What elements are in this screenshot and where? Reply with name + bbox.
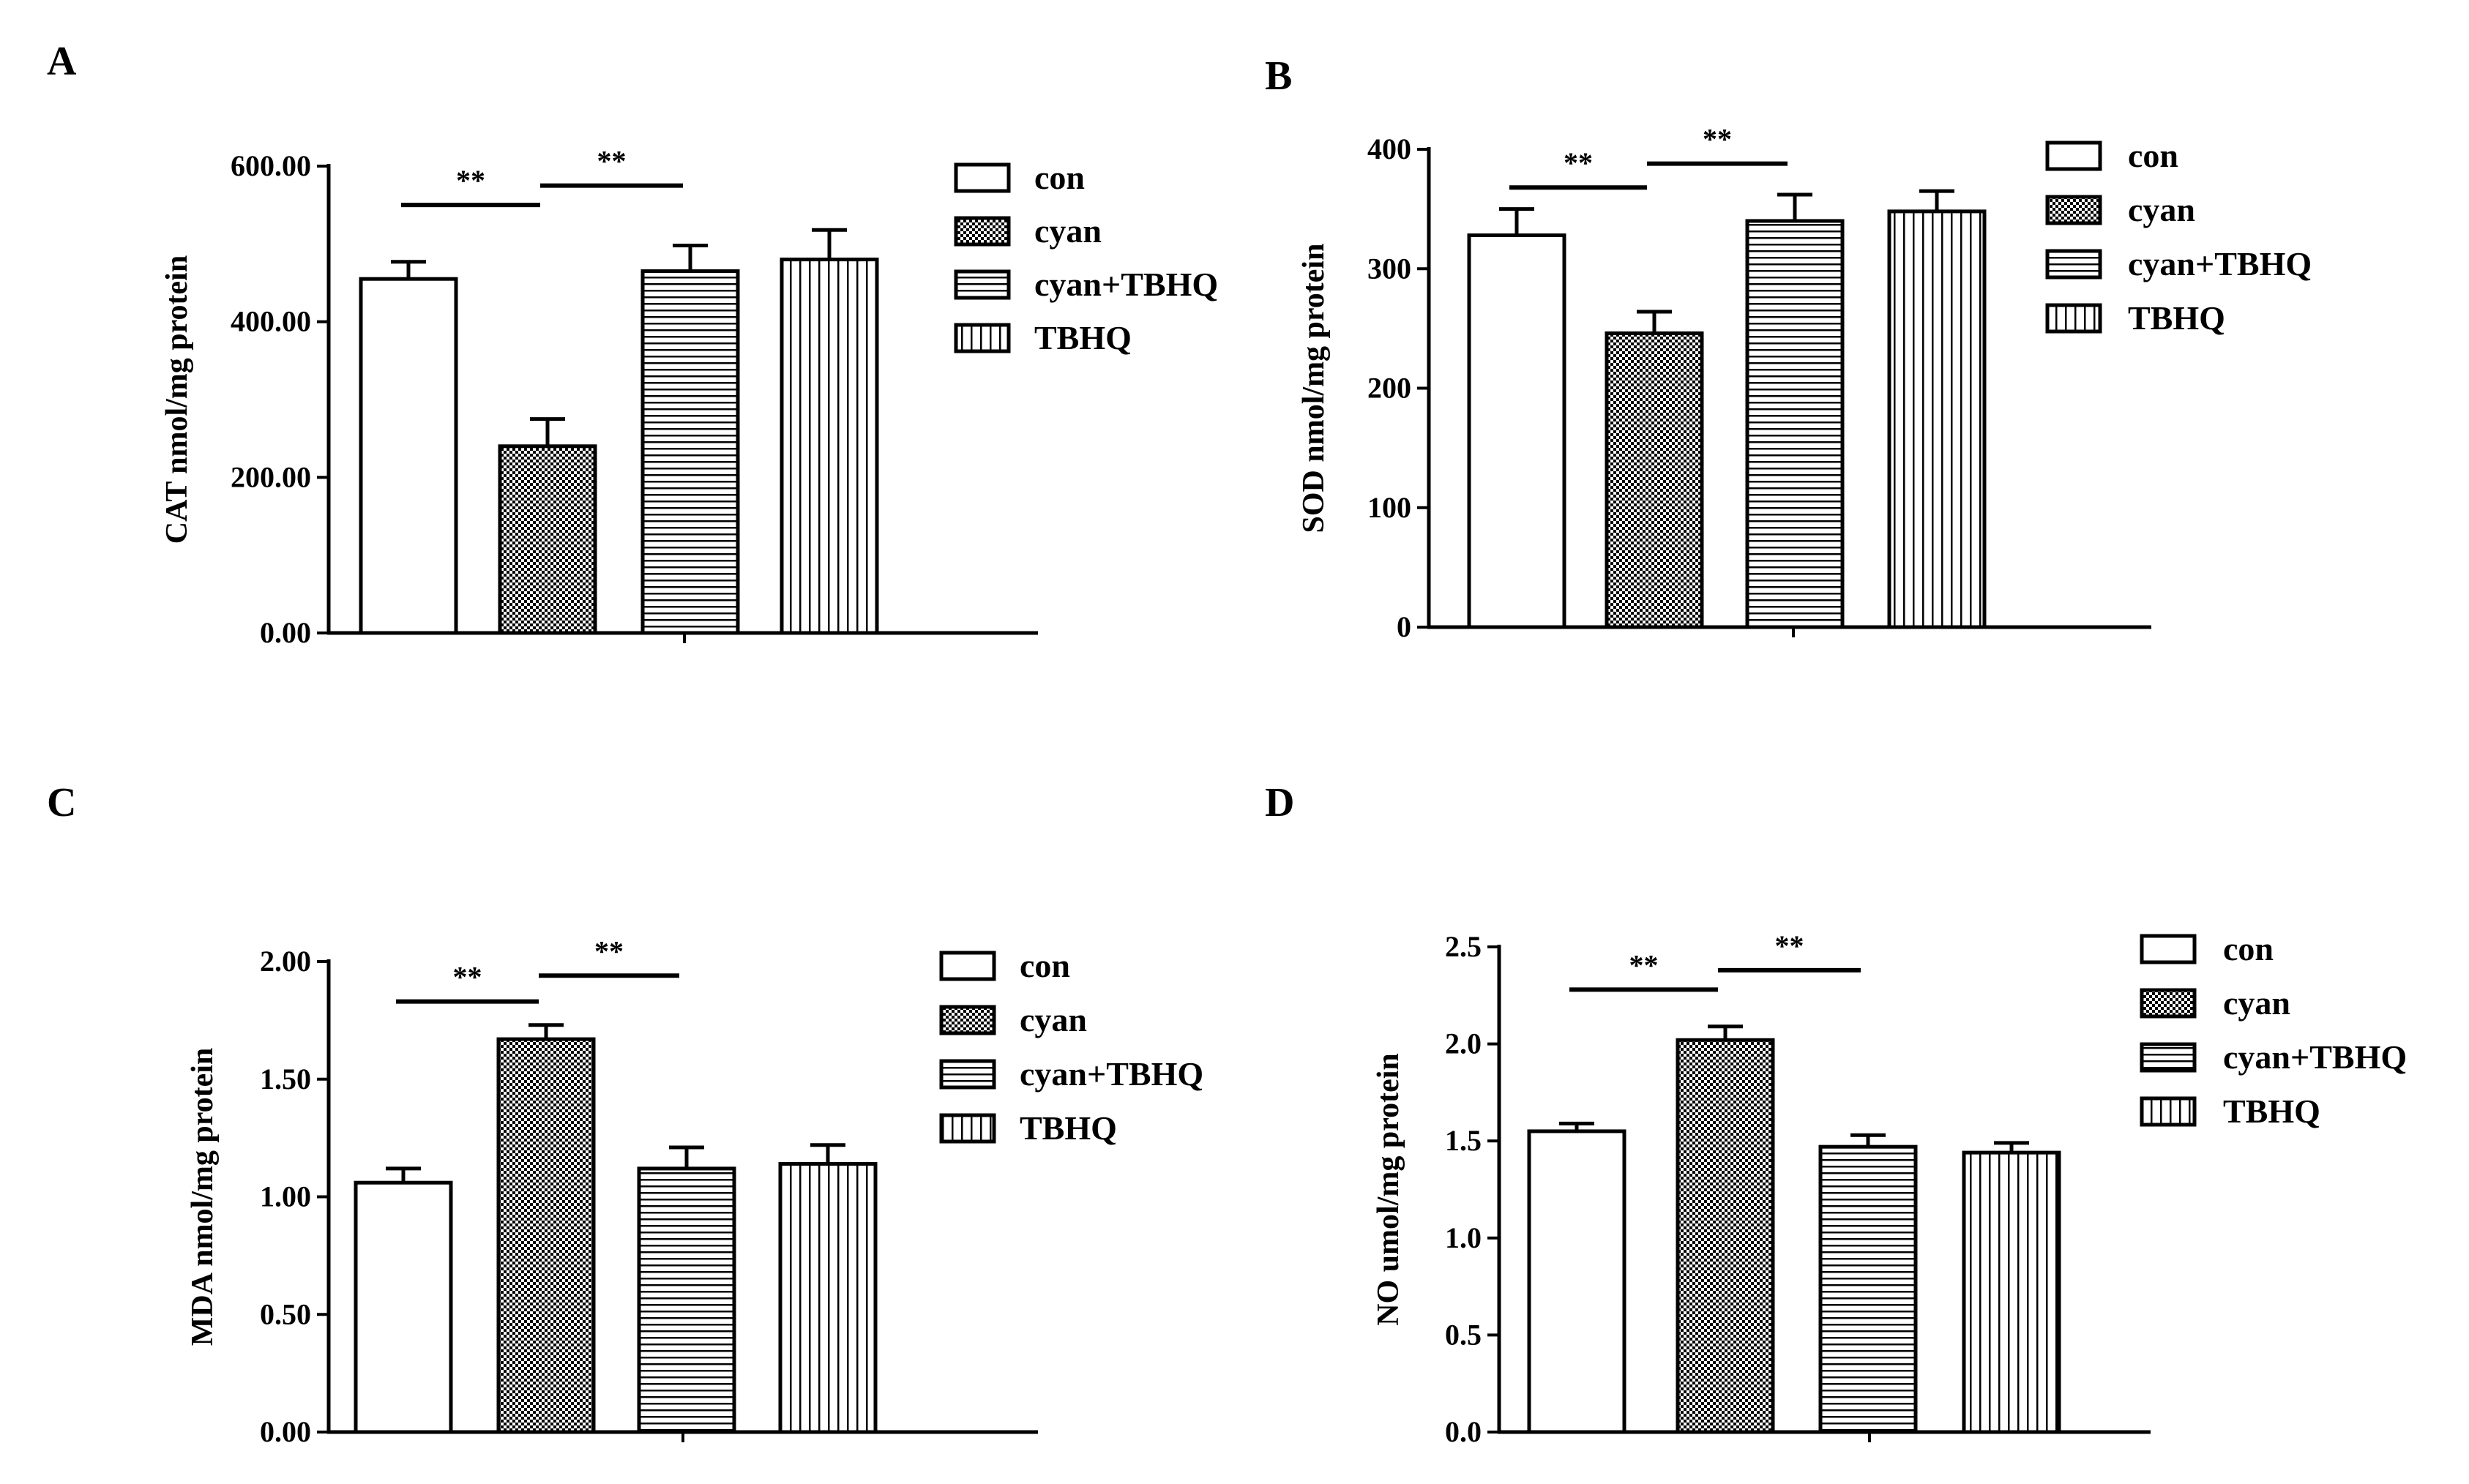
y-tick-label: 2.5 <box>1445 930 1482 963</box>
significance-label: ** <box>1703 123 1732 156</box>
panel-c: C 0.00 0.50 1.00 1.50 2.00 MDA nmol/mg protein… <box>47 780 1203 1448</box>
y-tick-label: 400.00 <box>231 305 311 338</box>
legend-swatch <box>954 269 1011 300</box>
y-tick-label: 1.00 <box>260 1180 311 1213</box>
significance-label: ** <box>1775 929 1804 962</box>
bar-tbhq <box>1962 1150 2061 1434</box>
legend-label: TBHQ <box>1034 319 1132 356</box>
legend-label: con <box>1034 159 1085 196</box>
legend-swatch <box>2045 249 2102 280</box>
legend-swatch <box>2045 140 2102 171</box>
bar-cyan <box>1676 1038 1775 1434</box>
significance-label: ** <box>594 934 624 967</box>
panel-d: D 0.0 0.5 1.0 1.5 2.0 2.5 NO umol/mg protein ** *… <box>1265 780 2407 1448</box>
panel-letter: A <box>47 39 77 84</box>
legend-label: TBHQ <box>1020 1109 1117 1147</box>
legend-swatch <box>954 162 1011 193</box>
bar-tbhq <box>780 258 879 635</box>
bar-cyan <box>1605 331 1704 629</box>
y-tick-label: 2.0 <box>1445 1027 1482 1060</box>
legend-label: TBHQ <box>2128 299 2225 337</box>
bar-cyan-plus-tbhq <box>1745 219 1845 629</box>
y-tick-label: 100 <box>1367 491 1411 524</box>
y-tick-label: 0.00 <box>260 616 311 649</box>
bar-cyan <box>496 1037 596 1434</box>
y-tick-label: 200.00 <box>231 460 311 493</box>
legend-swatch <box>2045 303 2102 334</box>
y-axis-label: MDA nmol/mg protein <box>186 1048 220 1346</box>
legend-swatch <box>2140 934 2197 964</box>
panel-a: A 0.00 200.00 400.00 600.00 CAT nmol/mg prote… <box>47 39 1218 649</box>
y-tick-label: 400 <box>1367 132 1411 165</box>
legend-swatch <box>2045 195 2102 225</box>
legend-label: cyan+TBHQ <box>1034 266 1218 303</box>
y-axis-label: CAT nmol/mg protein <box>160 255 194 544</box>
y-tick-label: 600.00 <box>231 149 311 182</box>
bar-cyan-plus-tbhq <box>640 269 740 635</box>
legend-label: cyan+TBHQ <box>2128 245 2312 282</box>
legend-label: cyan+TBHQ <box>2223 1038 2407 1076</box>
significance-label: ** <box>1629 948 1659 981</box>
y-tick-label: 200 <box>1367 372 1411 405</box>
legend-label: cyan <box>2128 191 2195 228</box>
bar-con <box>1527 1129 1626 1434</box>
y-tick-label: 1.50 <box>260 1063 311 1095</box>
panel-b: B 0 100 200 300 400 SOD nmol/mg protein ** ** con… <box>1265 53 2312 643</box>
panel-letter: B <box>1265 53 1292 99</box>
bar-cyan-plus-tbhq <box>1818 1144 1918 1434</box>
legend-label: cyan+TBHQ <box>1020 1055 1203 1093</box>
bar-con <box>354 1180 453 1434</box>
y-tick-label: 0 <box>1397 610 1411 643</box>
bar-cyan <box>498 444 597 635</box>
legend-swatch <box>939 951 996 981</box>
significance-label: ** <box>453 961 482 994</box>
legend-label: con <box>1020 947 1070 984</box>
bar-tbhq <box>778 1161 878 1434</box>
bar-con <box>1467 233 1566 629</box>
y-tick-label: 0.0 <box>1445 1415 1482 1448</box>
legend-label: cyan <box>1034 212 1102 250</box>
y-tick-label: 1.5 <box>1445 1124 1482 1157</box>
significance-label: ** <box>1564 146 1593 179</box>
legend-swatch <box>2140 1042 2197 1073</box>
bar-cyan-plus-tbhq <box>637 1166 736 1434</box>
bar-con <box>359 277 458 635</box>
legend-swatch <box>954 323 1011 353</box>
legend-label: TBHQ <box>2223 1093 2320 1130</box>
legend-swatch <box>954 216 1011 247</box>
panel-letter: D <box>1265 780 1294 825</box>
y-axis-label: NO umol/mg protein <box>1372 1053 1405 1326</box>
y-tick-label: 0.5 <box>1445 1318 1482 1351</box>
legend-label: cyan <box>1020 1001 1087 1038</box>
panel-letter: C <box>47 780 76 825</box>
significance-label: ** <box>456 164 485 197</box>
significance-label: ** <box>597 145 627 178</box>
legend-swatch <box>2140 988 2197 1019</box>
y-tick-label: 0.50 <box>260 1297 311 1330</box>
y-axis-label: SOD nmol/mg protein <box>1297 244 1331 533</box>
legend-label: cyan <box>2223 984 2290 1022</box>
legend-label: con <box>2223 930 2274 967</box>
y-tick-label: 0.00 <box>260 1415 311 1448</box>
legend-label: con <box>2128 137 2178 174</box>
legend-swatch <box>2140 1096 2197 1127</box>
y-tick-label: 300 <box>1367 252 1411 285</box>
y-tick-label: 1.0 <box>1445 1221 1482 1254</box>
legend-swatch <box>939 1005 996 1035</box>
legend-swatch <box>939 1113 996 1144</box>
legend-swatch <box>939 1059 996 1090</box>
bar-tbhq <box>1887 209 1987 629</box>
y-tick-label: 2.00 <box>260 945 311 978</box>
